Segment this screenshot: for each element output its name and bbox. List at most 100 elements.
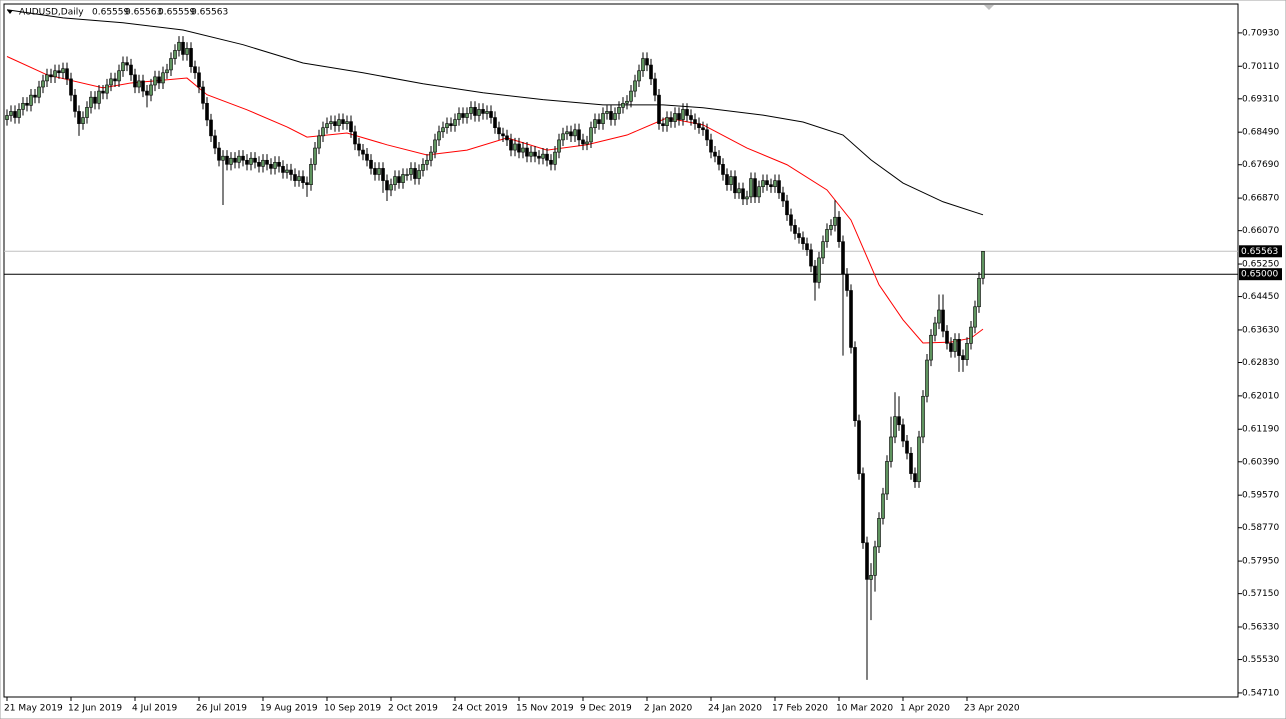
candle-body (745, 196, 749, 200)
candle-body (221, 155, 225, 161)
x-tick-label: 10 Mar 2020 (836, 704, 893, 714)
candle-body (773, 180, 777, 188)
x-tick-label: 23 Apr 2020 (964, 704, 1020, 714)
candle-body (261, 159, 265, 167)
y-tick-label: 0.61190 (1242, 425, 1279, 435)
y-tick-label: 0.66070 (1242, 226, 1279, 236)
candle-body (33, 94, 37, 98)
candle-body (345, 121, 349, 124)
candle-body (581, 139, 585, 145)
candle-body (225, 155, 229, 165)
candle-body (617, 107, 621, 114)
candle-body (9, 111, 13, 116)
candle-body (217, 147, 221, 161)
candle-body (425, 159, 429, 165)
x-tick-label: 15 Nov 2019 (516, 704, 574, 714)
candle-body (453, 119, 457, 126)
candle-body (381, 168, 385, 181)
candles (5, 36, 985, 680)
candle-body (209, 119, 213, 137)
candle-body (913, 473, 917, 483)
candle-body (641, 58, 645, 72)
candle-body (321, 127, 325, 137)
candle-body (665, 117, 669, 126)
candle-body (265, 159, 269, 165)
candle-body (289, 169, 293, 175)
candle-body (13, 111, 17, 118)
candle-body (849, 290, 853, 348)
candle-body (949, 343, 953, 352)
candle-body (361, 149, 365, 155)
candle-body (257, 161, 261, 167)
candle-body (749, 178, 753, 198)
candle-body (529, 151, 533, 157)
x-tick-label: 4 Jul 2019 (132, 704, 177, 714)
candle-body (477, 109, 481, 116)
candle-body (337, 119, 341, 126)
candle-body (93, 96, 97, 104)
candle-body (437, 131, 441, 141)
candle-body (141, 80, 145, 92)
candle-body (113, 78, 117, 82)
candle-body (409, 168, 413, 175)
candle-body (957, 339, 961, 356)
candle-body (981, 250, 985, 279)
candle-body (765, 180, 769, 185)
candle-body (241, 155, 245, 161)
candle-body (973, 306, 977, 328)
candle-body (73, 94, 77, 112)
candle-body (405, 174, 409, 176)
candle-body (945, 330, 949, 344)
candle-body (917, 436, 921, 483)
candle-body (61, 68, 65, 74)
candle-body (105, 84, 109, 94)
candle-body (601, 113, 605, 124)
candle-body (181, 41, 185, 55)
candle-body (21, 102, 25, 110)
candle-body (785, 200, 789, 216)
candle-body (393, 176, 397, 185)
y-tick-label: 0.66870 (1242, 194, 1279, 204)
candle-body (809, 249, 813, 267)
candle-body (65, 68, 69, 80)
chart-title: AUDUSD,Daily (19, 8, 84, 18)
candle-body (41, 80, 45, 88)
candle-body (237, 155, 241, 163)
candle-body (977, 277, 981, 308)
candle-body (37, 86, 41, 98)
candle-body (57, 70, 61, 74)
candle-body (621, 102, 625, 108)
candle-body (501, 133, 505, 137)
candle-body (713, 151, 717, 157)
candle-body (365, 153, 369, 161)
candle-body (117, 70, 121, 82)
candle-body (757, 186, 761, 198)
candle-body (805, 243, 809, 251)
candle-body (373, 168, 377, 175)
candle-body (229, 157, 233, 165)
candle-body (677, 113, 681, 120)
candle-body (861, 473, 865, 544)
candle-body (781, 192, 785, 202)
candle-body (133, 74, 137, 88)
candle-body (369, 159, 373, 169)
candle-body (789, 214, 793, 226)
candle-body (445, 123, 449, 129)
candle-body (837, 216, 841, 242)
candle-body (653, 78, 657, 96)
candle-body (301, 176, 305, 183)
candle-body (121, 62, 125, 72)
candle-body (77, 111, 81, 124)
menu-triangle[interactable] (7, 10, 13, 14)
candle-body (53, 70, 57, 78)
candle-body (941, 309, 945, 332)
candle-body (553, 151, 557, 165)
candle-body (693, 119, 697, 124)
header-open: 0.65559 (92, 8, 129, 18)
candle-body (629, 90, 633, 102)
candle-body (389, 184, 393, 191)
candle-body (29, 94, 33, 106)
candle-body (81, 117, 85, 124)
candle-body (377, 168, 381, 175)
